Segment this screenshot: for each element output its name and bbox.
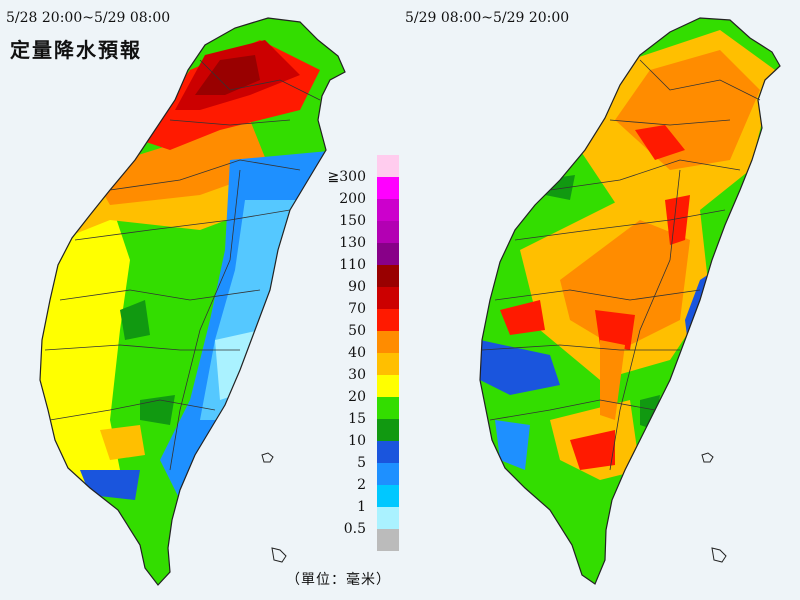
legend-tick-label: 15 [348,411,366,427]
legend-tick-label: 50 [348,323,366,339]
legend-swatch [377,397,399,419]
legend-swatch [377,287,399,309]
legend-swatch [377,353,399,375]
legend-swatch [377,309,399,331]
legend-tick-label: 110 [339,257,366,273]
legend-tick-label: 70 [348,301,366,317]
legend-tick-label: 130 [339,235,366,251]
legend-swatch [377,331,399,353]
legend-tick-label: 30 [348,367,366,383]
legend-tick-label: 200 [339,191,366,207]
period-left-label: 5/28 20:00~5/29 08:00 [6,10,171,26]
legend-tick-label: 0.5 [343,521,366,537]
map-title: 定量降水預報 [10,38,142,62]
legend-tick-label: 1 [357,499,366,515]
legend-swatch [377,419,399,441]
legend-swatch [377,221,399,243]
legend-swatch [377,463,399,485]
legend-swatch [377,265,399,287]
legend-tick-label: 5 [357,455,366,471]
rainfall-map-right [479,17,781,585]
rainfall-legend: ≧300 200 150 130 110 90 70 50 40 30 20 15 10 5 2 1 0.5 [327,155,410,555]
legend-swatch [377,375,399,397]
legend-tick-label: 10 [348,433,366,449]
legend-swatch [377,485,399,507]
legend-tick-label: 90 [348,279,366,295]
legend-tick-label: 20 [348,389,366,405]
legend-tick-label: 40 [348,345,366,361]
rainfall-map-left [39,17,346,586]
legend-swatch [377,155,399,177]
unit-label: （單位：毫米） [286,572,391,588]
legend-swatch [377,529,399,551]
legend-swatch [377,243,399,265]
legend-swatch [377,199,399,221]
legend-swatch [377,507,399,529]
period-right-label: 5/29 08:00~5/29 20:00 [405,10,570,26]
legend-swatch [377,441,399,463]
legend-swatch [377,177,399,199]
legend-tick-label: 150 [339,213,366,229]
legend-tick-label: ≧300 [327,169,366,185]
legend-tick-label: 2 [357,477,366,493]
